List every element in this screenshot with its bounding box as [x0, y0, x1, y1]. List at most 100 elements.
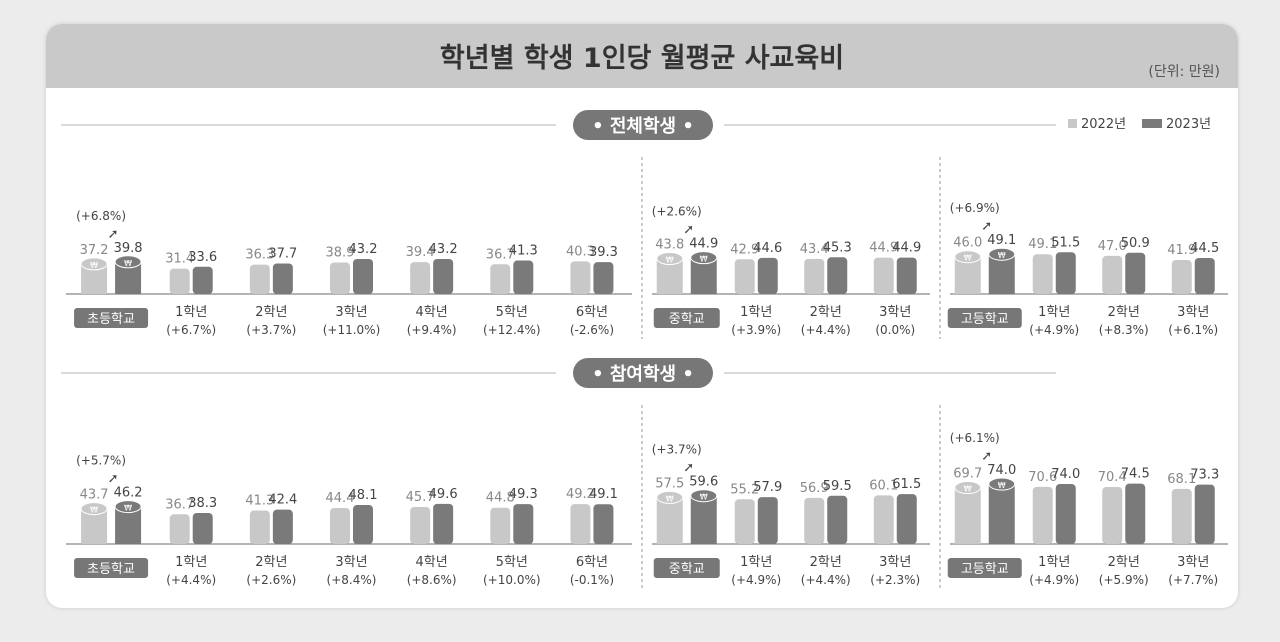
- group-2: ₩43.8 ₩44.9 (+2.6%) ➚ 중학교 42.944.6 1학년 (+3.9%) 4…: [652, 205, 930, 337]
- grade-value-2022: 55.2: [730, 482, 759, 497]
- grade-value-2022: 36.7: [486, 247, 515, 262]
- total-value-2023: 74.0: [987, 463, 1016, 478]
- grade-value-2023: 43.2: [349, 242, 378, 257]
- total-value-2023: 39.8: [114, 241, 143, 256]
- grade-bar-2023: [272, 263, 293, 294]
- group-1: ₩43.7 ₩46.2 (+5.7%) ➚ 초등학교 36.738.3 1학년 (+4.4%)…: [66, 454, 632, 587]
- up-arrow-icon: ➚: [108, 227, 119, 242]
- grade-label: 2학년: [810, 555, 842, 570]
- grade-change: (+4.4%): [801, 323, 851, 337]
- grade-change: (+4.9%): [731, 573, 781, 587]
- grade-change: (+5.9%): [1099, 573, 1149, 587]
- grade-label: 2학년: [255, 305, 287, 320]
- legend-swatch-2023: [1142, 119, 1162, 128]
- grade-bar-2023: [513, 260, 534, 294]
- grade-value-2022: 36.3: [245, 248, 274, 263]
- grade-label: 2학년: [810, 305, 842, 320]
- section-pill: [573, 358, 713, 388]
- grade-bar-2022: [169, 514, 190, 544]
- total-change: (+3.7%): [652, 443, 702, 457]
- grade-value-2023: 44.6: [753, 241, 782, 256]
- won-mark: ₩: [666, 494, 674, 503]
- grade-label: 1학년: [1038, 555, 1070, 570]
- grade-value-2023: 33.6: [188, 250, 217, 265]
- school-label-bg: [947, 308, 1022, 328]
- total-cylinder-top: [988, 477, 1016, 491]
- grade-value-2023: 41.3: [509, 244, 538, 259]
- grade-value-2022: 44.8: [486, 491, 515, 506]
- grade-change: (+8.6%): [407, 573, 457, 587]
- school-label: 초등학교: [87, 312, 135, 327]
- group-3: ₩46.0₩49.1(+6.9%)➚고등학교49.151.51학년(+4.9%)…: [947, 201, 1228, 337]
- grade-label: 1학년: [740, 305, 772, 320]
- won-mark: ₩: [700, 255, 708, 264]
- grade-change: (+9.4%): [407, 323, 457, 337]
- won-mark: ₩: [90, 261, 98, 270]
- grade-label: 5학년: [496, 555, 528, 570]
- section-title: • 전체학생 •: [592, 115, 694, 137]
- grade-value-2022: 39.4: [406, 245, 435, 260]
- grade-change: (+2.3%): [870, 573, 920, 587]
- total-cylinder-top: [80, 502, 108, 516]
- grade-bar-2022: [570, 261, 591, 294]
- title-bar: 학년별 학생 1인당 월평균 사교육비 (단위: 만원): [46, 24, 1238, 88]
- total-value-2023: 44.9: [689, 237, 718, 252]
- total-value-2023: 59.6: [689, 475, 718, 490]
- won-mark: ₩: [124, 504, 132, 513]
- grade-label: 3학년: [879, 555, 911, 570]
- grade-value-2023: 51.5: [1051, 235, 1080, 250]
- school-label: 중학교: [669, 562, 705, 577]
- won-mark: ₩: [964, 485, 972, 494]
- grade-bar-2023: [896, 257, 917, 294]
- grade-change: (+4.9%): [1029, 573, 1079, 587]
- total-cylinder-top: [114, 255, 142, 269]
- grade-bar-2023: [192, 512, 213, 544]
- total-cylinder-top: [656, 490, 684, 504]
- grade-change: (+3.7%): [246, 323, 296, 337]
- grade-label: 4학년: [416, 305, 448, 320]
- grade-value-2023: 57.9: [753, 480, 782, 495]
- total-value-2022: 37.2: [80, 243, 109, 258]
- grade-bar-2023: [513, 504, 534, 544]
- school-label-bg: [74, 308, 149, 328]
- grade-bar-2022: [490, 264, 511, 294]
- grade-value-2022: 41.3: [245, 494, 274, 509]
- grade-change: (-0.1%): [570, 573, 614, 587]
- grade-value-2023: 74.5: [1121, 467, 1150, 482]
- total-value-2022: 46.0: [953, 236, 982, 251]
- grade-value-2023: 48.1: [349, 488, 378, 503]
- grade-bar-2022: [1171, 488, 1192, 544]
- grade-bar-2022: [1171, 260, 1192, 294]
- grade-change: (+10.0%): [483, 573, 541, 587]
- school-label-bg: [653, 558, 720, 578]
- grade-value-2023: 44.9: [892, 241, 921, 256]
- grade-change: (+11.0%): [323, 323, 381, 337]
- grade-bar-2022: [734, 499, 755, 544]
- grade-value-2023: 73.3: [1190, 468, 1219, 483]
- grade-value-2022: 70.4: [1098, 470, 1127, 485]
- school-label-bg: [653, 308, 720, 328]
- grade-change: (+4.4%): [801, 573, 851, 587]
- grade-bar-2022: [410, 506, 431, 544]
- won-mark: ₩: [124, 259, 132, 268]
- won-mark: ₩: [998, 251, 1006, 260]
- grade-value-2022: 70.6: [1028, 470, 1057, 485]
- grade-value-2022: 44.9: [869, 241, 898, 256]
- grade-label: 3학년: [1177, 305, 1209, 320]
- grade-bar-2023: [1055, 484, 1076, 544]
- grade-value-2022: 41.9: [1167, 243, 1196, 258]
- school-label: 초등학교: [87, 562, 135, 577]
- total-cylinder-top: [690, 251, 718, 265]
- total-value-2022: 43.8: [655, 238, 684, 253]
- grade-change: (+6.1%): [1168, 323, 1218, 337]
- total-value-2023: 46.2: [114, 486, 143, 501]
- grade-label: 2학년: [1108, 555, 1140, 570]
- legend-swatch-2022: [1068, 119, 1077, 128]
- grade-value-2023: 39.3: [589, 245, 618, 260]
- grade-value-2022: 36.7: [165, 497, 194, 512]
- grade-bar-2023: [353, 259, 373, 294]
- total-cylinder-top: [690, 489, 718, 503]
- total-cylinder-2022: [954, 487, 981, 544]
- grade-bar-2023: [1125, 252, 1146, 294]
- grade-bar-2023: [1055, 252, 1076, 294]
